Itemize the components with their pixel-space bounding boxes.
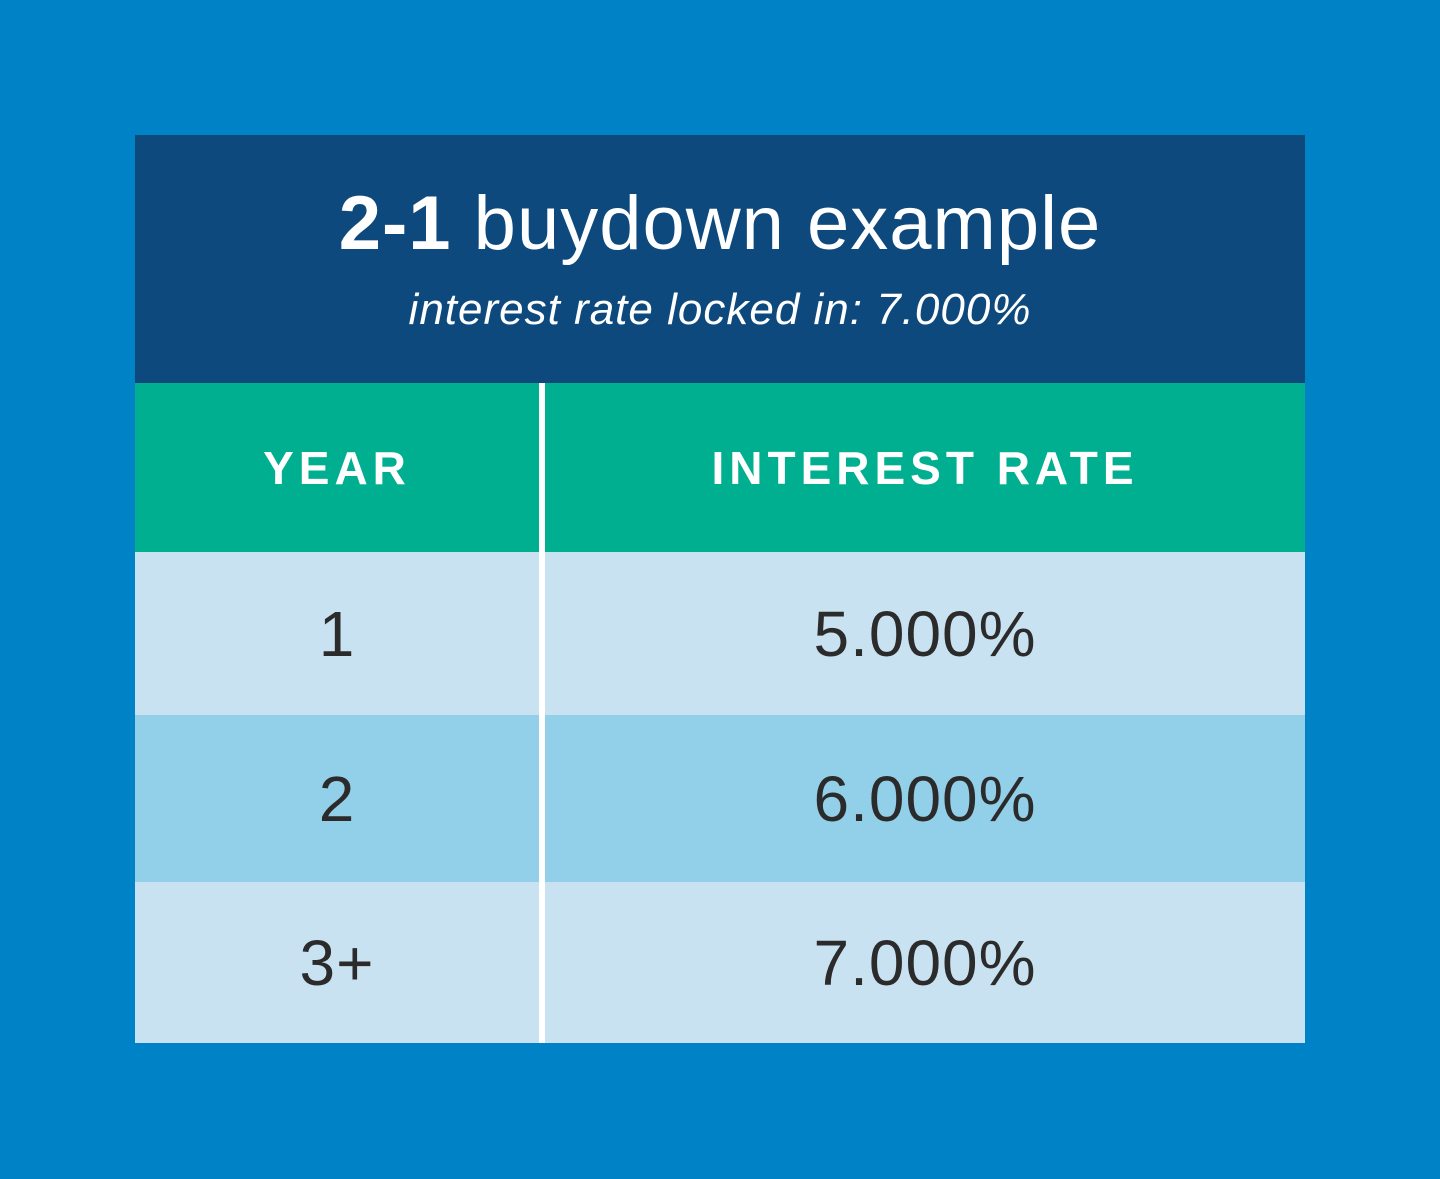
card-subtitle: interest rate locked in: 7.000% bbox=[408, 285, 1032, 334]
table-row-2-rate-cell: 6.000% bbox=[545, 715, 1305, 882]
table-row-1-year-cell: 1 bbox=[135, 552, 545, 715]
table-row-3-year-cell: 3+ bbox=[135, 882, 545, 1043]
table-row-3-rate-cell: 7.000% bbox=[545, 882, 1305, 1043]
card-title: 2-1 buydown example bbox=[339, 186, 1102, 262]
table-row-2-year-cell: 2 bbox=[135, 715, 545, 882]
buydown-example-card: 2-1 buydown example interest rate locked… bbox=[135, 135, 1305, 1043]
card-title-bold-part: 2-1 bbox=[338, 181, 452, 266]
table-row-1-rate-cell: 5.000% bbox=[545, 552, 1305, 715]
rate-table: YEAR INTEREST RATE 1 5.000% 2 6.000% 3+ … bbox=[135, 383, 1305, 1043]
column-header-interest-rate: INTEREST RATE bbox=[545, 383, 1305, 552]
column-header-year: YEAR bbox=[135, 383, 545, 552]
card-title-light-part: buydown example bbox=[451, 181, 1102, 266]
card-header: 2-1 buydown example interest rate locked… bbox=[135, 135, 1305, 383]
